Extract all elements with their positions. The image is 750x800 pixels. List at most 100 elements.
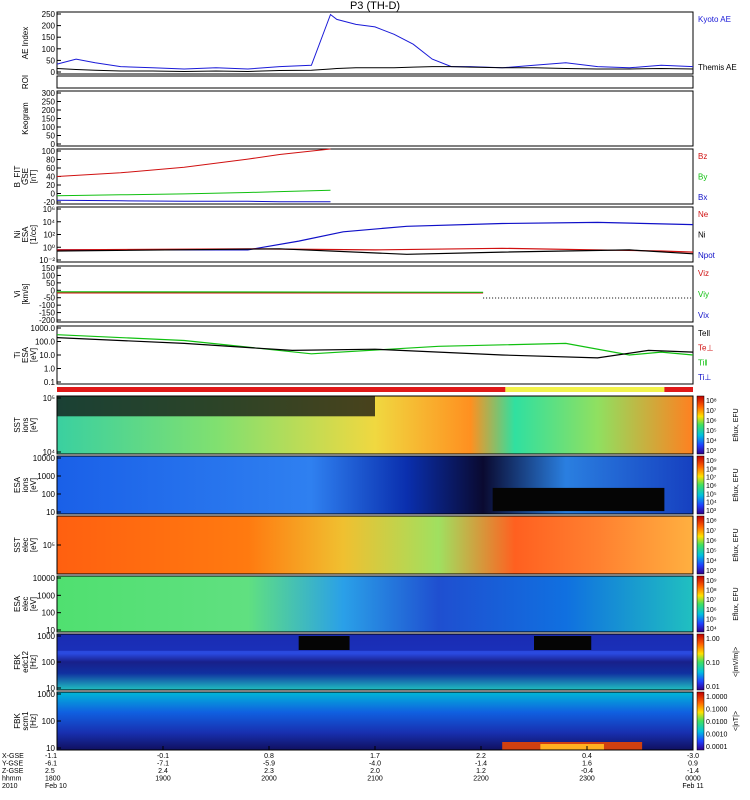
colorbar — [696, 633, 705, 691]
spectrogram — [57, 516, 693, 574]
y-axis-label: Ti — [13, 352, 22, 359]
legend-entry: Kyoto AE — [698, 15, 731, 24]
viy-line — [56, 291, 484, 293]
colorbar-tick-label: 0.01 — [706, 684, 720, 691]
colorbar-tick-label: 10⁷ — [706, 597, 717, 604]
x-tick-label: 1900 — [155, 776, 171, 783]
colorbar-tick-label: 10⁶ — [706, 483, 717, 490]
y-axis-label: edc12 — [21, 651, 30, 673]
y-axis-label: FBK — [13, 713, 22, 729]
colorbar-label: Eflux, EFU — [733, 408, 740, 441]
y-tick-label: 0 — [51, 190, 56, 199]
y-tick-label: -200 — [39, 316, 56, 325]
colorbar-tick-label: 10⁷ — [706, 408, 717, 415]
panel-frame — [56, 148, 694, 205]
y-axis-label: ESA — [13, 595, 22, 612]
legend-entry: Bz — [698, 152, 707, 161]
colorbar-label: <|nT|> — [733, 711, 740, 731]
ni-line — [56, 248, 694, 255]
colorbar-tick-label: 10⁸ — [706, 518, 717, 525]
panel-9: SST elec [eV] 10⁵ — [13, 515, 694, 575]
colorbar-tick-label: 10⁵ — [706, 428, 717, 435]
colorbar-label: Eflux, EFU — [733, 468, 740, 501]
legend-entry: Te⊥ — [698, 344, 713, 353]
y-axis-label: elec — [21, 597, 30, 612]
y-tick-label: 100 — [42, 609, 56, 618]
legend-entry: Bx — [698, 193, 707, 202]
y-tick-label: 1000.0 — [31, 324, 56, 333]
colorbar — [696, 691, 705, 751]
series-line — [56, 189, 331, 197]
colorbar-tick-label: 0.10 — [706, 660, 720, 667]
npot-line — [57, 221, 694, 251]
y-axis-label: [Hz] — [29, 714, 38, 728]
legend-entry: Tell — [698, 329, 710, 338]
legend-entry: Ti‖ — [698, 358, 708, 367]
y-axis-label: AE Index — [21, 27, 30, 59]
legend-entry: Ti⊥ — [698, 373, 711, 382]
mode-bar-segment — [505, 387, 665, 392]
y-axis-label: [Hz] — [29, 655, 38, 669]
colorbar — [696, 455, 705, 515]
x-tick-label: 2100 — [367, 776, 383, 783]
x-tick-label: 2200 — [473, 776, 489, 783]
y-tick-label: 150 — [42, 264, 56, 273]
colorbar-tick-label: 10⁵ — [706, 491, 717, 498]
y-tick-label: 60 — [46, 164, 55, 173]
x-tick-label: 1800 — [45, 776, 61, 783]
y-tick-label: 10 — [46, 626, 55, 635]
y-tick-label: 10 — [46, 508, 55, 517]
y-tick-label: 10⁴ — [43, 448, 56, 457]
series-line — [56, 148, 331, 177]
y-tick-label: 10⁶ — [43, 205, 55, 214]
y-tick-label: 100 — [42, 271, 56, 280]
x-tick-label: Feb 10 — [45, 783, 67, 790]
y-tick-label: 100 — [42, 658, 56, 667]
legend-entry: By — [698, 173, 707, 182]
panel-frame — [56, 11, 694, 75]
y-tick-label: 0 — [51, 286, 56, 295]
y-axis-label: SST — [13, 417, 22, 433]
x-tick-label: -1.1 — [45, 753, 57, 760]
y-tick-label: 80 — [46, 156, 55, 165]
y-tick-label: 10 — [46, 744, 55, 753]
spectrogram — [57, 692, 693, 750]
y-axis-label: Keogram — [21, 102, 30, 135]
colorbar-tick-label: 10⁹ — [706, 458, 717, 465]
colorbar-tick-label: 10⁶ — [706, 418, 717, 425]
y-axis-label: ions — [21, 418, 30, 433]
y-axis-label: Ni — [13, 231, 22, 239]
x-tick-label: -5.9 — [263, 761, 275, 768]
colorbar-tick-label: 10⁴ — [706, 438, 717, 445]
y-tick-label: 40 — [46, 173, 55, 182]
y-axis-label: elec — [21, 538, 30, 553]
spectrogram-band — [57, 634, 693, 651]
colorbar-tick-label: 0.0001 — [706, 744, 728, 751]
y-tick-label: -100 — [39, 301, 56, 310]
x-tick-label: 2.5 — [45, 768, 55, 775]
y-tick-label: 0 — [51, 68, 56, 77]
x-tick-label: -1.4 — [475, 761, 487, 768]
spectrogram-band — [57, 396, 375, 417]
colorbar-tick-label: 0.0100 — [706, 719, 728, 726]
x-tick-label: 1.6 — [582, 761, 592, 768]
time-axis-row-label: Y-GSE — [2, 761, 23, 768]
time-axis-row-label: Z-GSE — [2, 768, 24, 775]
colorbar-label: Eflux, EFU — [733, 587, 740, 620]
legend-entry: Npot — [698, 251, 716, 260]
panel-8: ESA ions [eV] 10000 1000 100 10 — [13, 454, 694, 517]
panel-12: FBK scm1 [Hz] 1000 100 10 — [13, 690, 694, 753]
y-tick-label: 150 — [42, 115, 56, 124]
colorbar-tick-label: 10⁷ — [706, 528, 717, 535]
series-line — [56, 199, 331, 203]
y-tick-label: 10.0 — [39, 351, 55, 360]
tell-line — [56, 337, 694, 359]
spectrogram-band — [298, 636, 350, 650]
y-tick-label: 100 — [42, 123, 56, 132]
x-tick-label: 0000 — [685, 776, 701, 783]
y-axis-label: [eV] — [29, 478, 38, 492]
